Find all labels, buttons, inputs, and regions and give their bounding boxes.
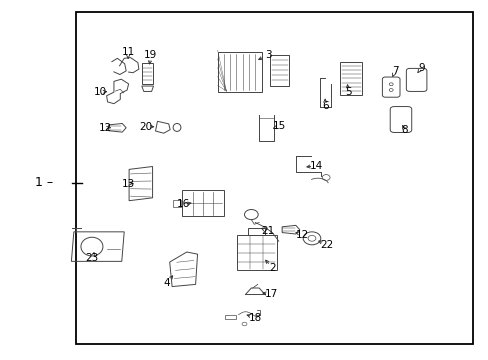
Text: 2: 2 [269, 263, 276, 273]
Bar [270, 55, 288, 85]
Text: 14: 14 [309, 161, 323, 171]
Bar [340, 62, 361, 95]
Bar [224, 315, 235, 319]
Text: 19: 19 [143, 50, 157, 60]
Bar [76, 12, 472, 344]
Text: 22: 22 [319, 240, 333, 250]
Text: 3: 3 [264, 50, 271, 60]
Bar [236, 235, 276, 270]
Text: 11: 11 [121, 47, 135, 57]
Text: 21: 21 [261, 226, 274, 236]
Text: 13: 13 [121, 179, 135, 189]
Text: 12: 12 [295, 230, 308, 240]
Text: 10: 10 [94, 87, 106, 97]
Text: 4: 4 [163, 278, 170, 288]
Bar [217, 52, 261, 92]
Text: 8: 8 [401, 125, 407, 135]
Bar [247, 228, 264, 235]
Text: 20: 20 [139, 122, 152, 132]
Text: 16: 16 [176, 199, 190, 210]
Text: 17: 17 [264, 289, 278, 300]
Text: 7: 7 [391, 66, 398, 76]
Text: 6: 6 [321, 101, 328, 111]
Text: 5: 5 [344, 87, 351, 97]
Text: 12: 12 [98, 123, 112, 133]
Text: 23: 23 [85, 253, 99, 264]
Text: 1 –: 1 – [35, 176, 53, 189]
Bar [182, 190, 223, 216]
Bar [173, 200, 181, 207]
Text: 9: 9 [417, 63, 424, 73]
Bar [142, 63, 153, 84]
Text: 18: 18 [248, 312, 262, 323]
Text: 15: 15 [272, 121, 286, 131]
